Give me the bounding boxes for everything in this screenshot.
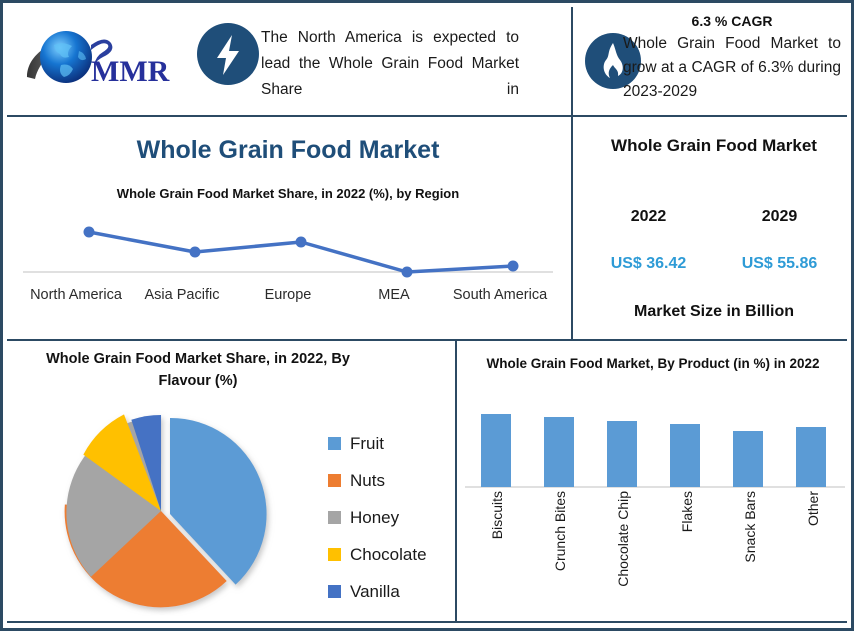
pie-slice-chocolate xyxy=(83,414,161,511)
line-chart-point xyxy=(507,260,519,272)
bar-biscuits xyxy=(481,414,511,487)
divider-middle xyxy=(7,339,847,341)
logo-wordmark: MMR xyxy=(91,55,170,88)
header-highlight-text: The North America is expected to lead th… xyxy=(261,29,519,98)
legend-swatch-chocolate xyxy=(328,548,341,561)
bar-chart xyxy=(465,403,845,493)
bar-label-cell: Snack Bars xyxy=(718,491,781,616)
region-label: North America xyxy=(30,287,122,303)
globe-icon: MMR xyxy=(27,31,170,88)
market-size-years: 2022 2029 xyxy=(583,208,845,226)
legend-label-fruit: Fruit xyxy=(350,433,384,453)
lightning-bolt-icon xyxy=(197,23,259,85)
legend-label-nuts: Nuts xyxy=(350,470,385,490)
bar-other xyxy=(796,427,826,487)
bar-label-cell: Other xyxy=(782,491,845,616)
bar-chocolate-chip xyxy=(607,421,637,487)
market-size-title: Whole Grain Food Market xyxy=(611,136,817,155)
market-size-value-2022: US$ 36.42 xyxy=(610,255,687,272)
divider-bottom xyxy=(7,621,847,623)
market-size-values: US$ 36.42 US$ 55.86 xyxy=(583,255,845,273)
bar-label-cell: Biscuits xyxy=(465,491,528,616)
mmr-logo: MMR xyxy=(21,21,179,97)
bar-label-flakes: Flakes xyxy=(678,491,695,533)
pie-chart-svg xyxy=(64,414,267,608)
region-label: Asia Pacific xyxy=(144,287,220,303)
bar-label-biscuits: Biscuits xyxy=(488,491,505,540)
region-label: MEA xyxy=(378,287,410,303)
market-size-year-2022: 2022 xyxy=(630,208,667,225)
bar-flakes xyxy=(670,424,700,487)
divider-lower-vertical xyxy=(455,339,457,621)
pie-chart-legend: Fruit Nuts Honey Chocolate Vanilla xyxy=(328,425,458,610)
line-chart-title: Whole Grain Food Market Share, in 2022 (… xyxy=(116,186,460,201)
region-label: Europe xyxy=(264,287,312,303)
bar-crunch-bites xyxy=(544,417,574,487)
legend-swatch-nuts xyxy=(328,474,341,487)
line-chart-point xyxy=(83,226,95,238)
bar-label-snack-bars: Snack Bars xyxy=(741,491,758,563)
bar-snack-bars xyxy=(733,431,763,487)
bar-chart-svg xyxy=(465,414,845,488)
bar-label-crunch-bites: Crunch Bites xyxy=(551,491,568,572)
divider-upper-vertical xyxy=(571,115,573,339)
pie-chart-title: Whole Grain Food Market Share, in 2022, … xyxy=(46,351,350,389)
header-band: MMR The North America is expected to lea… xyxy=(3,3,851,115)
bar-label-chocolate-chip: Chocolate Chip xyxy=(615,491,632,587)
bar-label-other: Other xyxy=(805,491,822,527)
legend-swatch-vanilla xyxy=(328,585,341,598)
flame-icon xyxy=(585,33,641,89)
market-size-year-2029: 2029 xyxy=(761,208,798,225)
legend-label-vanilla: Vanilla xyxy=(350,581,400,601)
bar-label-cell: Crunch Bites xyxy=(528,491,591,616)
pie-slice-vanilla xyxy=(131,414,162,511)
page-title: Whole Grain Food Market xyxy=(136,136,440,164)
line-chart-point xyxy=(295,236,307,248)
pie-slice-fruit xyxy=(170,417,267,585)
bar-chart-x-labels: Biscuits Crunch Bites Chocolate Chip Fla… xyxy=(465,491,845,616)
line-chart xyxy=(23,208,553,328)
legend-swatch-fruit xyxy=(328,437,341,450)
bar-chart-title: Whole Grain Food Market, By Product (in … xyxy=(486,356,820,371)
region-label: South America xyxy=(452,287,548,303)
market-size-value-2029: US$ 55.86 xyxy=(741,255,818,272)
bar-label-cell: Flakes xyxy=(655,491,718,616)
market-size-footer: Market Size in Billion xyxy=(633,303,795,320)
legend-item-vanilla: Vanilla xyxy=(328,573,458,610)
pie-chart xyxy=(58,401,288,616)
line-chart-x-labels: North America Asia Pacific Europe MEA So… xyxy=(23,286,553,304)
cagr-block: 6.3 % CAGR Whole Grain Food Market to gr… xyxy=(623,13,841,104)
divider-top-vertical xyxy=(571,7,573,115)
legend-item-fruit: Fruit xyxy=(328,425,458,462)
cagr-headline: 6.3 % CAGR xyxy=(691,13,773,29)
cagr-description: Whole Grain Food Market to grow at a CAG… xyxy=(623,35,841,100)
legend-item-nuts: Nuts xyxy=(328,462,458,499)
line-chart-point xyxy=(189,246,201,258)
legend-swatch-honey xyxy=(328,511,341,524)
legend-label-chocolate: Chocolate xyxy=(350,544,427,564)
bar-label-cell: Chocolate Chip xyxy=(592,491,655,616)
line-chart-svg xyxy=(23,226,553,278)
legend-item-chocolate: Chocolate xyxy=(328,536,458,573)
legend-item-honey: Honey xyxy=(328,499,458,536)
divider-header-bottom xyxy=(7,115,847,117)
line-chart-point xyxy=(401,266,413,278)
legend-label-honey: Honey xyxy=(350,507,400,527)
